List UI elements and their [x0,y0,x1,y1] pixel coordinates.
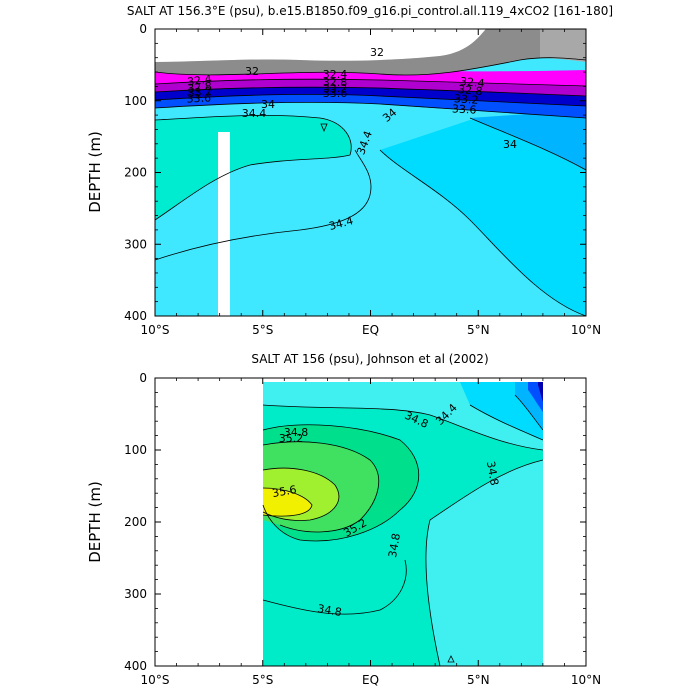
top-fill-cyan-right [380,110,586,316]
contour-label: 33.6 [186,91,211,105]
top-contour-line-32 [155,57,586,76]
contour-label: 35.6 [271,483,297,500]
top-y-axis-label: DEPTH (m) [86,131,104,213]
contour-label: 34 [503,138,517,151]
contour-label: 34.4 [328,214,355,233]
contour-label: 33.6 [323,87,348,100]
bottom-contour-line-35 [262,424,420,542]
x-tick-label: 10°S [141,673,170,687]
bottom-contour-line-34-8-right [429,459,544,521]
bottom-contour-small-closed [447,655,455,663]
contour-label: 34.8 [284,426,309,439]
top-contour-line-34 [155,101,586,119]
y-tick-label: 100 [124,94,147,108]
top-contour-line-34-4a [155,115,352,221]
top-axis-ticks: 10°S 5°S EQ 5°N 10°N 0 100 200 300 400 [124,22,601,337]
top-contour-line-33-2 [155,86,586,97]
y-tick-label: 0 [139,371,147,385]
top-contour-line-34-4b [155,149,372,261]
y-tick-label: 300 [124,587,147,601]
top-fill-turquoise [155,115,352,220]
top-contour-line-32-8 [155,78,586,87]
x-tick-label: 5°S [252,673,273,687]
contour-label: 32 [370,46,384,59]
bottom-contour-line-34-8-mid [425,519,441,666]
contour-label: 35.2 [279,432,304,445]
bottom-panel-fill [263,378,543,666]
x-tick-label: 5°N [467,673,490,687]
bottom-fill-navy [538,382,543,402]
top-contour-lines [155,57,586,316]
contour-label: 33.6 [452,102,477,116]
contour-label: 34.8 [386,532,403,558]
y-tick-label: 0 [139,22,147,36]
x-tick-label: EQ [362,673,379,687]
contour-label: 33.2 [187,85,212,100]
bottom-fill-yellow [263,488,312,517]
top-missing-data-bar [218,132,230,316]
bottom-contour-lines [262,394,544,666]
bottom-fill-blue [528,382,543,412]
bottom-contour-line-34-4 [469,404,544,441]
contour-label: 32.4 [186,72,212,88]
bottom-top-margin [263,378,543,382]
bottom-contour-line-35-4 [262,467,340,521]
top-contour-line-34-c [469,117,586,171]
contour-label: 32 [245,65,259,78]
top-contour-line-34-b [379,149,586,316]
bottom-axis-ticks: 10°S 5°S EQ 5°N 10°N 0 100 200 300 400 [124,371,601,687]
bottom-y-axis-label: DEPTH (m) [86,481,104,563]
top-panel-title: SALT AT 156.3°E (psu), b.e15.B1850.f09_g… [127,4,613,18]
bottom-contour-line-35-2 [262,441,379,533]
y-tick-label: 400 [124,659,147,673]
x-tick-label: 5°S [252,323,273,337]
x-tick-label: 5°N [467,323,490,337]
contour-label: 32.8 [323,76,348,89]
contour-label: 33.2 [323,82,348,95]
y-tick-label: 400 [124,309,147,323]
top-contour-line-33-6 [155,93,586,107]
top-fill-mask [155,29,486,62]
contour-label: 32.4 [323,68,348,81]
contour-label: 34.8 [484,460,501,486]
y-tick-label: 200 [124,515,147,529]
bottom-contour-line-35-6 [262,487,313,517]
contour-label: 34.8 [316,602,342,619]
bottom-panel-title: SALT AT 156 (psu), Johnson et al (2002) [251,352,488,366]
x-tick-label: 10°S [141,323,170,337]
y-tick-label: 100 [124,443,147,457]
bottom-contour-line-34-8-deep [262,559,407,615]
contour-label: 32.8 [187,80,213,95]
contour-label: 33.2 [454,92,479,107]
x-tick-label: 10°N [571,673,601,687]
contour-label: 34.4 [242,107,267,120]
contour-label: 32.4 [460,75,486,90]
contour-label: 34 [261,98,275,111]
x-tick-label: 10°N [571,323,601,337]
bottom-contour-line-34 [514,394,544,431]
bottom-fill-cyan-light [425,460,543,666]
bottom-contour-line-34-8-upper [262,404,544,451]
top-contour-small-closed [320,123,328,133]
contour-label: 32.8 [458,83,484,98]
top-fill-gray-light [540,29,586,62]
y-tick-label: 200 [124,166,147,180]
x-tick-label: EQ [362,323,379,337]
y-tick-label: 300 [124,237,147,251]
top-panel-fill [155,29,586,316]
